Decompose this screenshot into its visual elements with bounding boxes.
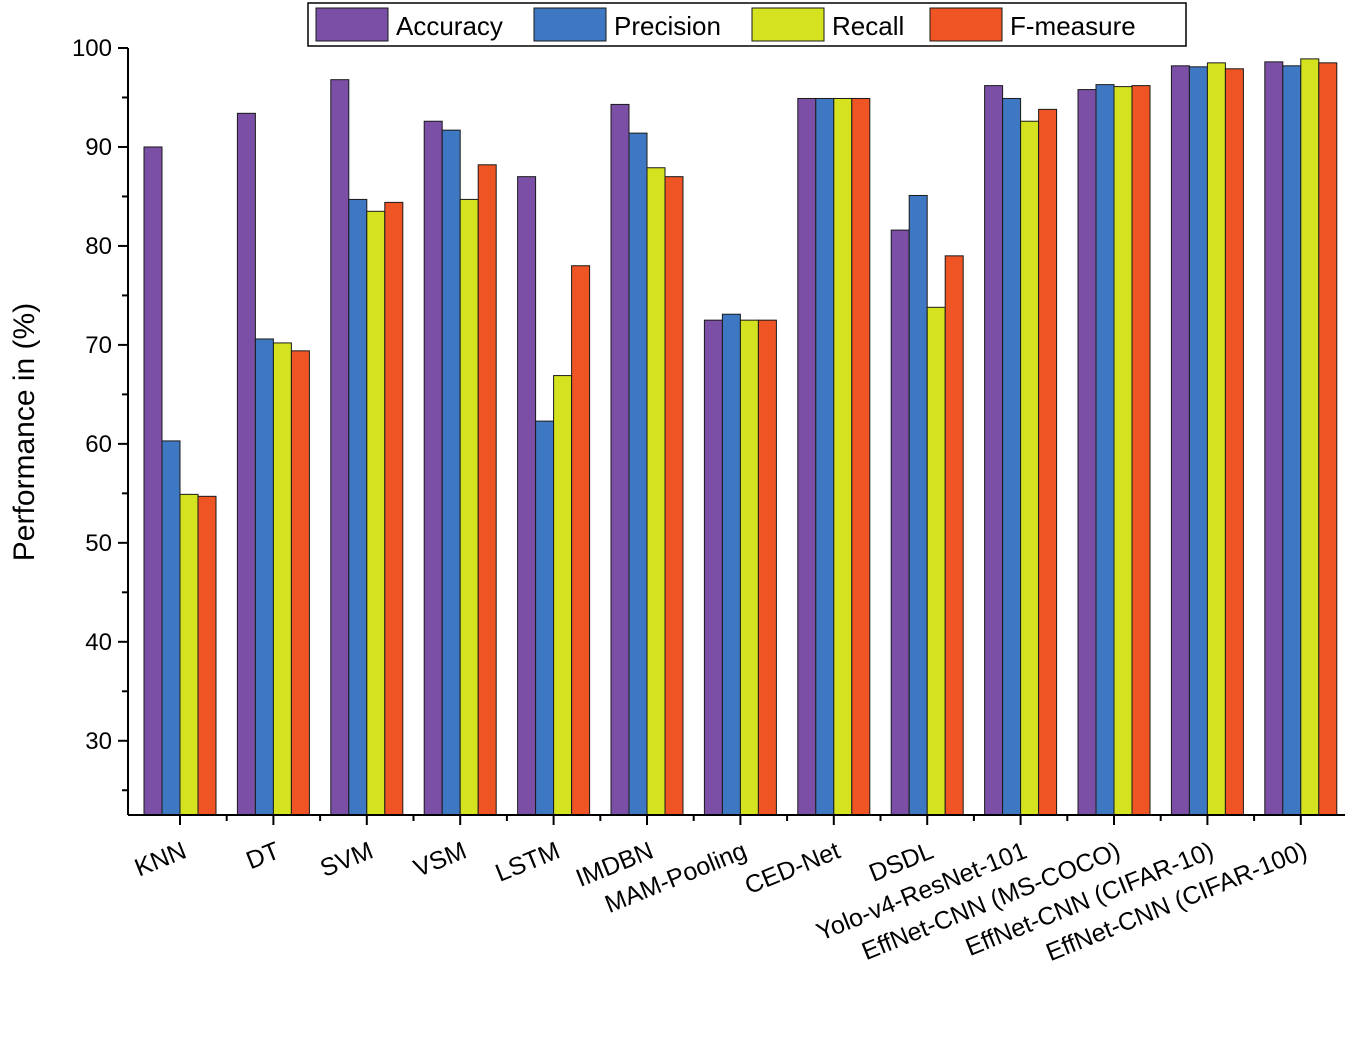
bar-accuracy-yolo-v4-resnet-101 [984,85,1004,816]
bar-accuracy-effnet-cnn-cifar-100- [1264,61,1284,816]
bar-accuracy-effnet-cnn-cifar-10- [1170,65,1190,816]
bar-precision-effnet-cnn-ms-coco- [1095,84,1115,816]
bar-recall-vsm [459,198,479,816]
bar-recall-dt [272,342,292,816]
y-tick-label: 90 [85,134,112,161]
bar-f-measure-dt [290,350,310,816]
x-tick-label: CED-Net [741,837,844,900]
x-tick-label: LSTM [492,837,564,888]
bar-f-measure-mam-pooling [757,319,777,816]
bar-recall-effnet-cnn-cifar-100- [1300,58,1320,816]
legend-label: Accuracy [396,11,503,41]
legend-swatch-accuracy [315,7,389,42]
y-tick-label: 30 [85,728,112,755]
bar-precision-imdbn [628,132,648,816]
y-tick-label: 100 [72,35,112,62]
legend-swatch-f-measure [929,7,1003,42]
bar-recall-ced-net [833,97,853,816]
bar-precision-lstm [535,420,555,816]
legend-label: Precision [614,11,721,41]
legend: Accuracy Precision Recall F-measure [307,2,1187,47]
bar-accuracy-dt [236,112,256,816]
bar-accuracy-svm [330,79,350,816]
bar-precision-ced-net [815,97,835,816]
bar-f-measure-effnet-cnn-cifar-100- [1318,62,1338,816]
bar-recall-effnet-cnn-cifar-10- [1206,62,1226,816]
y-tick-label: 40 [85,629,112,656]
bar-recall-lstm [553,375,573,816]
bar-accuracy-imdbn [610,103,630,816]
bar-accuracy-mam-pooling [703,319,723,816]
bar-precision-vsm [441,129,461,816]
bar-precision-svm [348,198,368,816]
x-tick-label: DT [242,837,283,875]
legend-label: F-measure [1010,11,1136,41]
legend-swatch-precision [533,7,607,42]
bar-precision-yolo-v4-resnet-101 [1002,97,1022,816]
bar-precision-effnet-cnn-cifar-100- [1282,65,1302,816]
bar-f-measure-knn [197,495,217,816]
legend-swatch-recall [751,7,825,42]
bar-recall-mam-pooling [739,319,759,816]
bar-f-measure-vsm [477,164,497,816]
bar-accuracy-lstm [517,176,537,816]
legend-label: Recall [832,11,904,41]
bar-recall-dsdl [926,306,946,816]
legend-frame [307,2,1187,47]
y-tick-label: 80 [85,233,112,260]
bar-accuracy-knn [143,146,163,816]
bar-precision-dt [254,338,274,816]
y-axis-title: Performance in (%) [8,303,41,561]
bar-precision-knn [161,440,181,816]
y-ticks: 30 40 50 60 70 80 90 100 [72,35,128,792]
bar-precision-effnet-cnn-cifar-10- [1188,66,1208,816]
x-tick-label: KNN [131,837,190,883]
bar-recall-svm [366,210,386,816]
bar-accuracy-ced-net [797,97,817,816]
y-tick-label: 70 [85,332,112,359]
bar-precision-mam-pooling [721,313,741,816]
bar-precision-dsdl [908,194,928,816]
bar-f-measure-ced-net [851,97,871,816]
bar-f-measure-effnet-cnn-ms-coco- [1131,85,1151,816]
axes-layer [127,48,1345,816]
bar-accuracy-effnet-cnn-ms-coco- [1077,89,1097,816]
bar-recall-yolo-v4-resnet-101 [1020,120,1040,816]
bar-f-measure-imdbn [664,176,684,816]
y-tick-label: 60 [85,431,112,458]
bar-f-measure-dsdl [944,255,964,816]
bar-recall-effnet-cnn-ms-coco- [1113,86,1133,816]
bar-f-measure-svm [384,201,404,816]
bar-f-measure-lstm [571,265,591,816]
bar-accuracy-vsm [423,120,443,816]
bar-f-measure-effnet-cnn-cifar-10- [1224,68,1244,816]
bar-accuracy-dsdl [890,229,910,816]
y-tick-label: 50 [85,530,112,557]
bars-layer [143,58,1338,816]
x-tick-label: SVM [316,837,377,883]
bar-recall-knn [179,493,199,816]
x-tick-label: VSM [410,837,471,883]
bar-f-measure-yolo-v4-resnet-101 [1038,108,1058,816]
bar-recall-imdbn [646,167,666,816]
